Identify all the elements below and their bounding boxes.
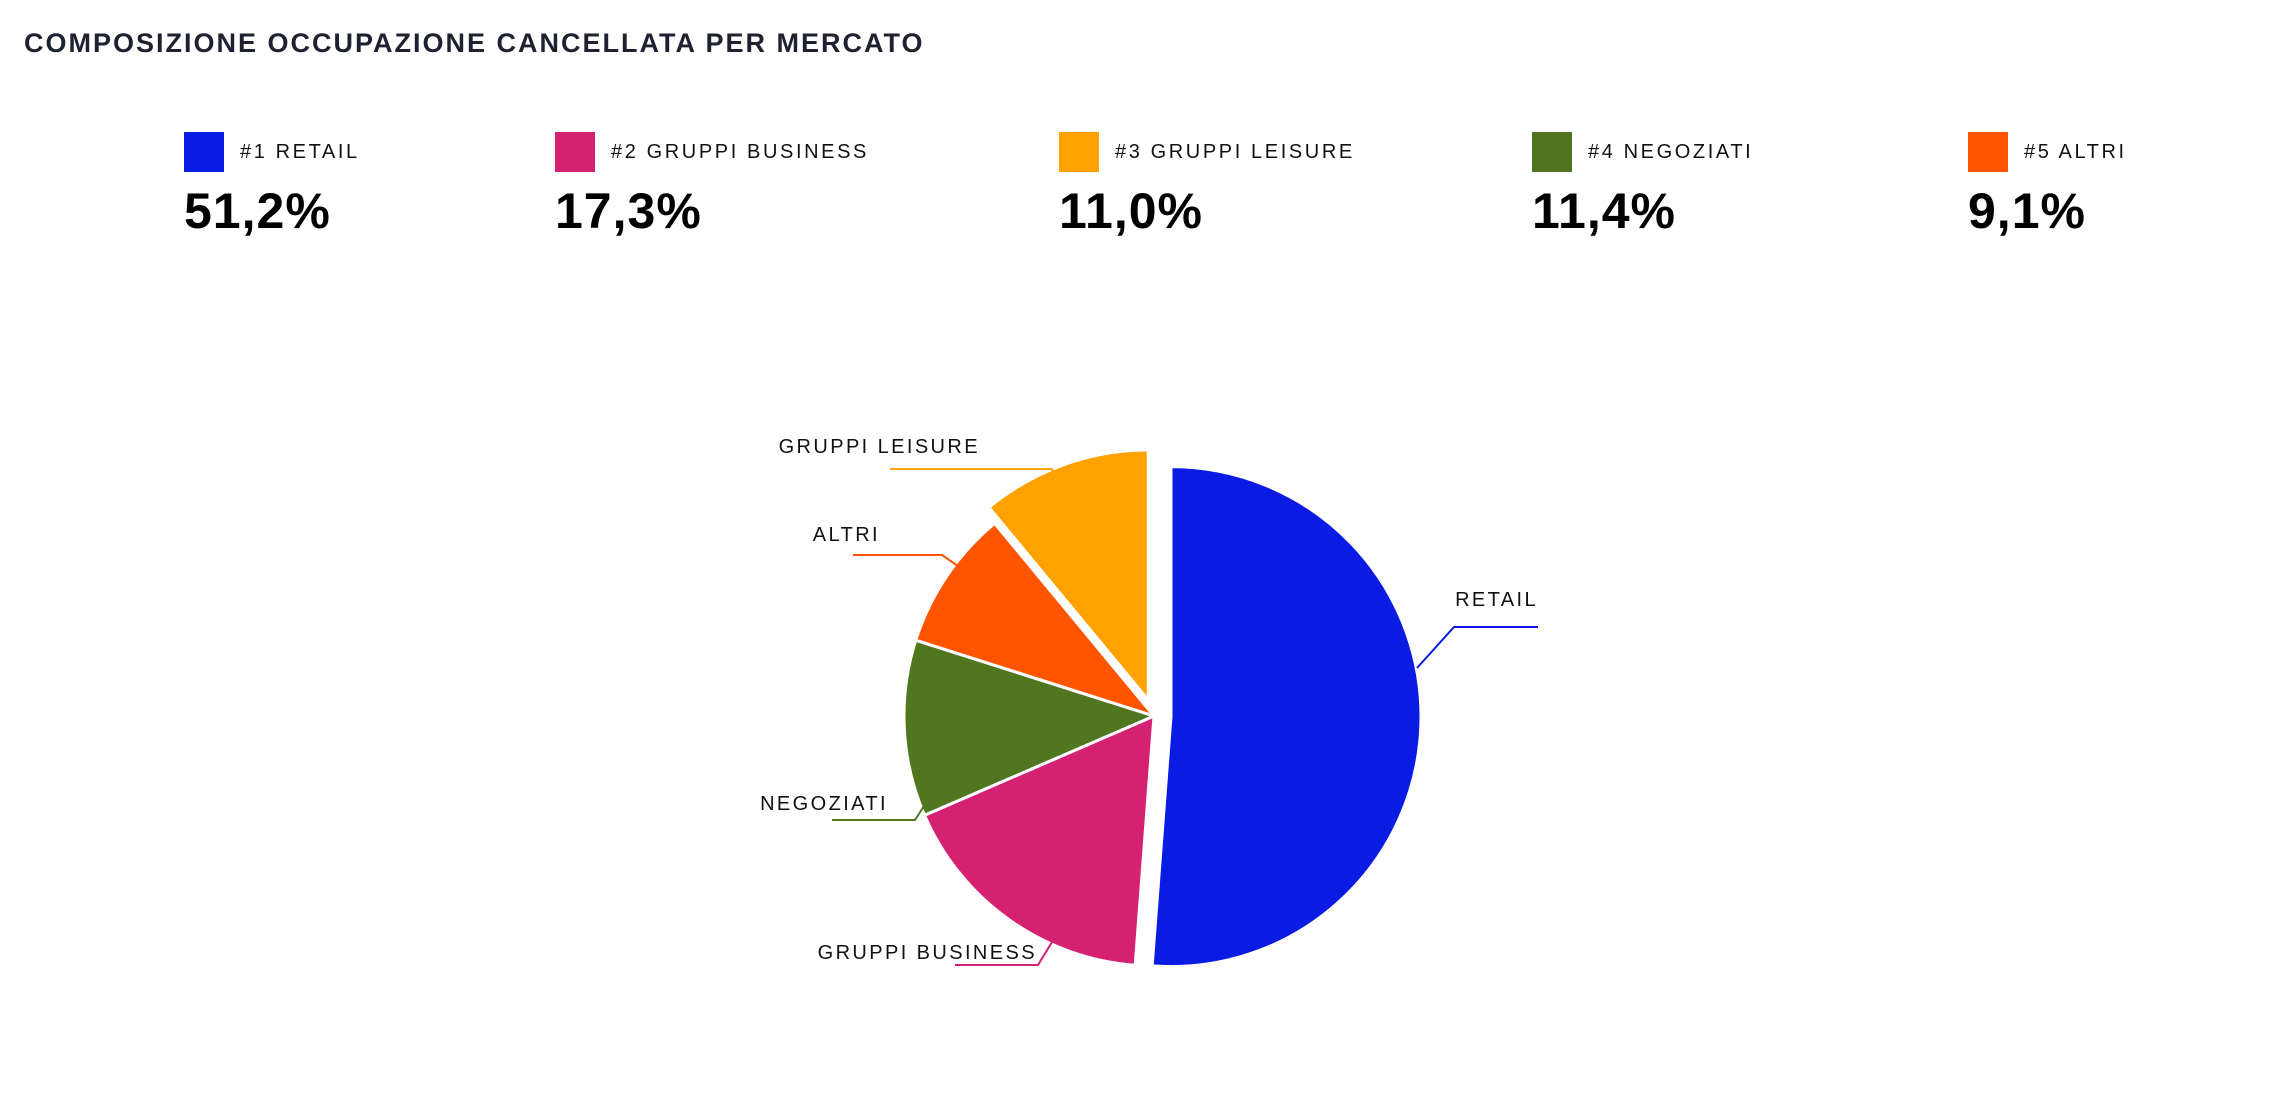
legend-value-gruppi-business: 17,3% xyxy=(555,183,702,239)
legend-item-altri: #5 ALTRI 9,1% xyxy=(1968,132,2127,239)
legend-label-gruppi-leisure: #3 GRUPPI LEISURE xyxy=(1115,140,1355,163)
leader-line-gruppi-leisure xyxy=(890,468,1061,490)
pie-slice-gruppi-leisure xyxy=(986,448,1150,705)
slice-label-retail: RETAIL xyxy=(1455,589,1538,611)
legend-swatch-altri xyxy=(1968,132,2008,172)
pie-slice-altri xyxy=(913,521,1159,719)
legend-label-gruppi-business: #2 GRUPPI BUSINESS xyxy=(611,140,869,163)
legend-value-negoziati: 11,4% xyxy=(1532,183,1677,239)
legend-item-negoziati: #4 NEGOZIATI 11,4% xyxy=(1532,132,1753,239)
legend-value-retail: 51,2% xyxy=(184,183,331,239)
leader-line-retail xyxy=(1416,626,1538,669)
legend-item-gruppi-leisure: #3 GRUPPI LEISURE 11,0% xyxy=(1059,132,1355,239)
legend-swatch-negoziati xyxy=(1532,132,1572,172)
legend-swatch-gruppi-leisure xyxy=(1059,132,1099,172)
pie-slice-retail xyxy=(1150,465,1423,969)
chart-title: COMPOSIZIONE OCCUPAZIONE CANCELLATA PER … xyxy=(24,28,925,58)
leader-line-altri xyxy=(853,554,959,567)
legend-item-gruppi-business: #2 GRUPPI BUSINESS 17,3% xyxy=(555,132,869,239)
slice-label-altri: ALTRI xyxy=(813,524,880,546)
legend-label-negoziati: #4 NEGOZIATI xyxy=(1588,140,1754,163)
slice-label-gruppi-business: GRUPPI BUSINESS xyxy=(818,942,1037,964)
pie-slice-negoziati xyxy=(902,638,1159,818)
slice-label-gruppi-leisure: GRUPPI LEISURE xyxy=(779,436,980,458)
legend-item-retail: #1 RETAIL 51,2% xyxy=(184,132,360,239)
legend-label-altri: #5 ALTRI xyxy=(2024,140,2127,163)
leader-line-gruppi-business xyxy=(955,941,1053,966)
legend-value-altri: 9,1% xyxy=(1968,183,2086,239)
legend-label-retail: #1 RETAIL xyxy=(240,140,360,163)
legend-swatch-retail xyxy=(184,132,224,172)
pie-slice-gruppi-business xyxy=(922,713,1156,967)
legend-value-gruppi-leisure: 11,0% xyxy=(1059,183,1204,239)
slice-label-negoziati: NEGOZIATI xyxy=(760,793,888,815)
leader-line-negoziati xyxy=(832,805,925,821)
legend-swatch-gruppi-business xyxy=(555,132,595,172)
